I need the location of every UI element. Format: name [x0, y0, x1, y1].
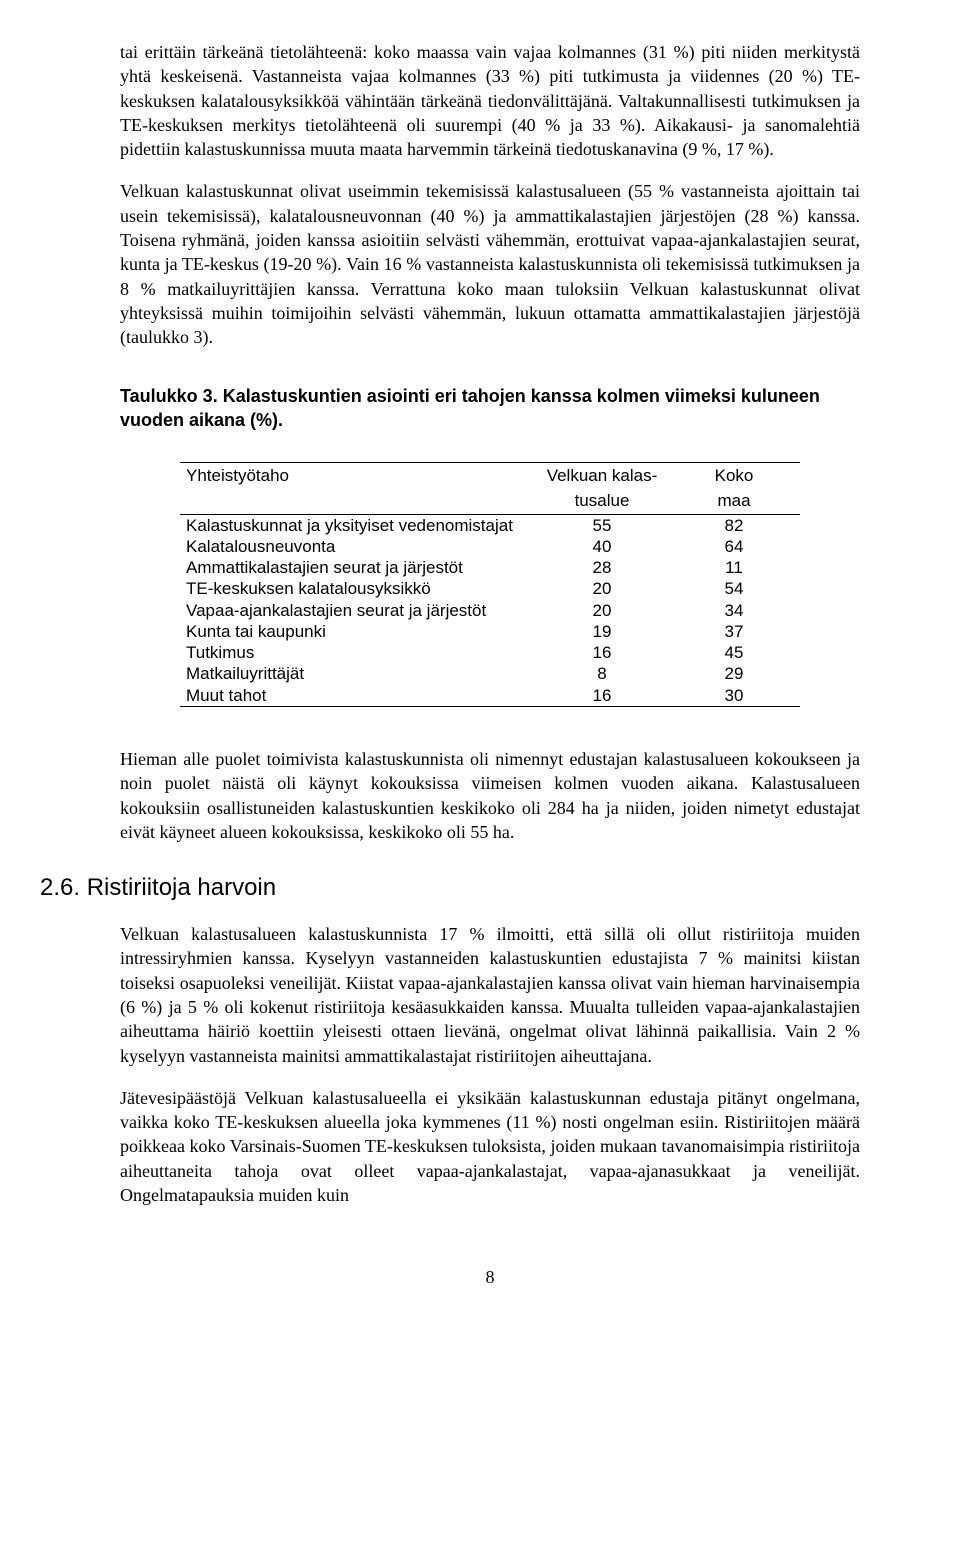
section-2-6-heading: 2.6. Ristiriitoja harvoin	[40, 874, 860, 902]
table-3-caption: Taulukko 3. Kalastuskuntien asiointi eri…	[120, 384, 860, 433]
cell-k: 45	[668, 642, 800, 663]
page: tai erittäin tärkeänä tietolähteenä: kok…	[0, 0, 960, 1328]
table-row: Tutkimus 16 45	[180, 642, 800, 663]
cell-v: 40	[536, 536, 668, 557]
cell-v: 8	[536, 663, 668, 684]
table-header-col2-line1: Velkuan kalas-	[536, 463, 668, 489]
table-row: Vapaa-ajankalastajien seurat ja järjestö…	[180, 600, 800, 621]
cell-k: 37	[668, 621, 800, 642]
table-row: TE-keskuksen kalatalousyksikkö 20 54	[180, 578, 800, 599]
table-header-col3-line1: Koko	[668, 463, 800, 489]
cell-k: 64	[668, 536, 800, 557]
cell-k: 82	[668, 514, 800, 536]
cell-label: Matkailuyrittäjät	[180, 663, 536, 684]
cell-label: Kalastuskunnat ja yksityiset vedenomista…	[180, 514, 536, 536]
paragraph-4: Velkuan kalastusalueen kalastuskunnista …	[120, 922, 860, 1068]
cell-label: Kalatalousneuvonta	[180, 536, 536, 557]
table-header-col1: Yhteistyötaho	[180, 463, 536, 515]
table-header-col2-line2: tusalue	[536, 488, 668, 514]
cell-label: Kunta tai kaupunki	[180, 621, 536, 642]
cell-v: 20	[536, 578, 668, 599]
paragraph-5: Jätevesipäästöjä Velkuan kalastusalueell…	[120, 1086, 860, 1207]
cell-label: Tutkimus	[180, 642, 536, 663]
table-row: Ammattikalastajien seurat ja järjestöt 2…	[180, 557, 800, 578]
paragraph-1: tai erittäin tärkeänä tietolähteenä: kok…	[120, 40, 860, 161]
cell-v: 16	[536, 685, 668, 707]
cell-k: 30	[668, 685, 800, 707]
paragraph-2: Velkuan kalastuskunnat olivat useimmin t…	[120, 179, 860, 349]
table-row: Muut tahot 16 30	[180, 685, 800, 707]
table-row: Matkailuyrittäjät 8 29	[180, 663, 800, 684]
cell-v: 19	[536, 621, 668, 642]
cell-k: 34	[668, 600, 800, 621]
table-row: Kalatalousneuvonta 40 64	[180, 536, 800, 557]
table-row: Kunta tai kaupunki 19 37	[180, 621, 800, 642]
cell-label: Muut tahot	[180, 685, 536, 707]
table-row: Kalastuskunnat ja yksityiset vedenomista…	[180, 514, 800, 536]
table-3: Yhteistyötaho Velkuan kalas- Koko tusalu…	[180, 462, 800, 707]
cell-label: Vapaa-ajankalastajien seurat ja järjestö…	[180, 600, 536, 621]
cell-v: 16	[536, 642, 668, 663]
cell-label: Ammattikalastajien seurat ja järjestöt	[180, 557, 536, 578]
cell-k: 11	[668, 557, 800, 578]
cell-v: 20	[536, 600, 668, 621]
table-header-col3-line2: maa	[668, 488, 800, 514]
cell-v: 28	[536, 557, 668, 578]
cell-v: 55	[536, 514, 668, 536]
paragraph-3: Hieman alle puolet toimivista kalastusku…	[120, 747, 860, 844]
page-number: 8	[120, 1267, 860, 1288]
cell-k: 29	[668, 663, 800, 684]
cell-k: 54	[668, 578, 800, 599]
cell-label: TE-keskuksen kalatalousyksikkö	[180, 578, 536, 599]
